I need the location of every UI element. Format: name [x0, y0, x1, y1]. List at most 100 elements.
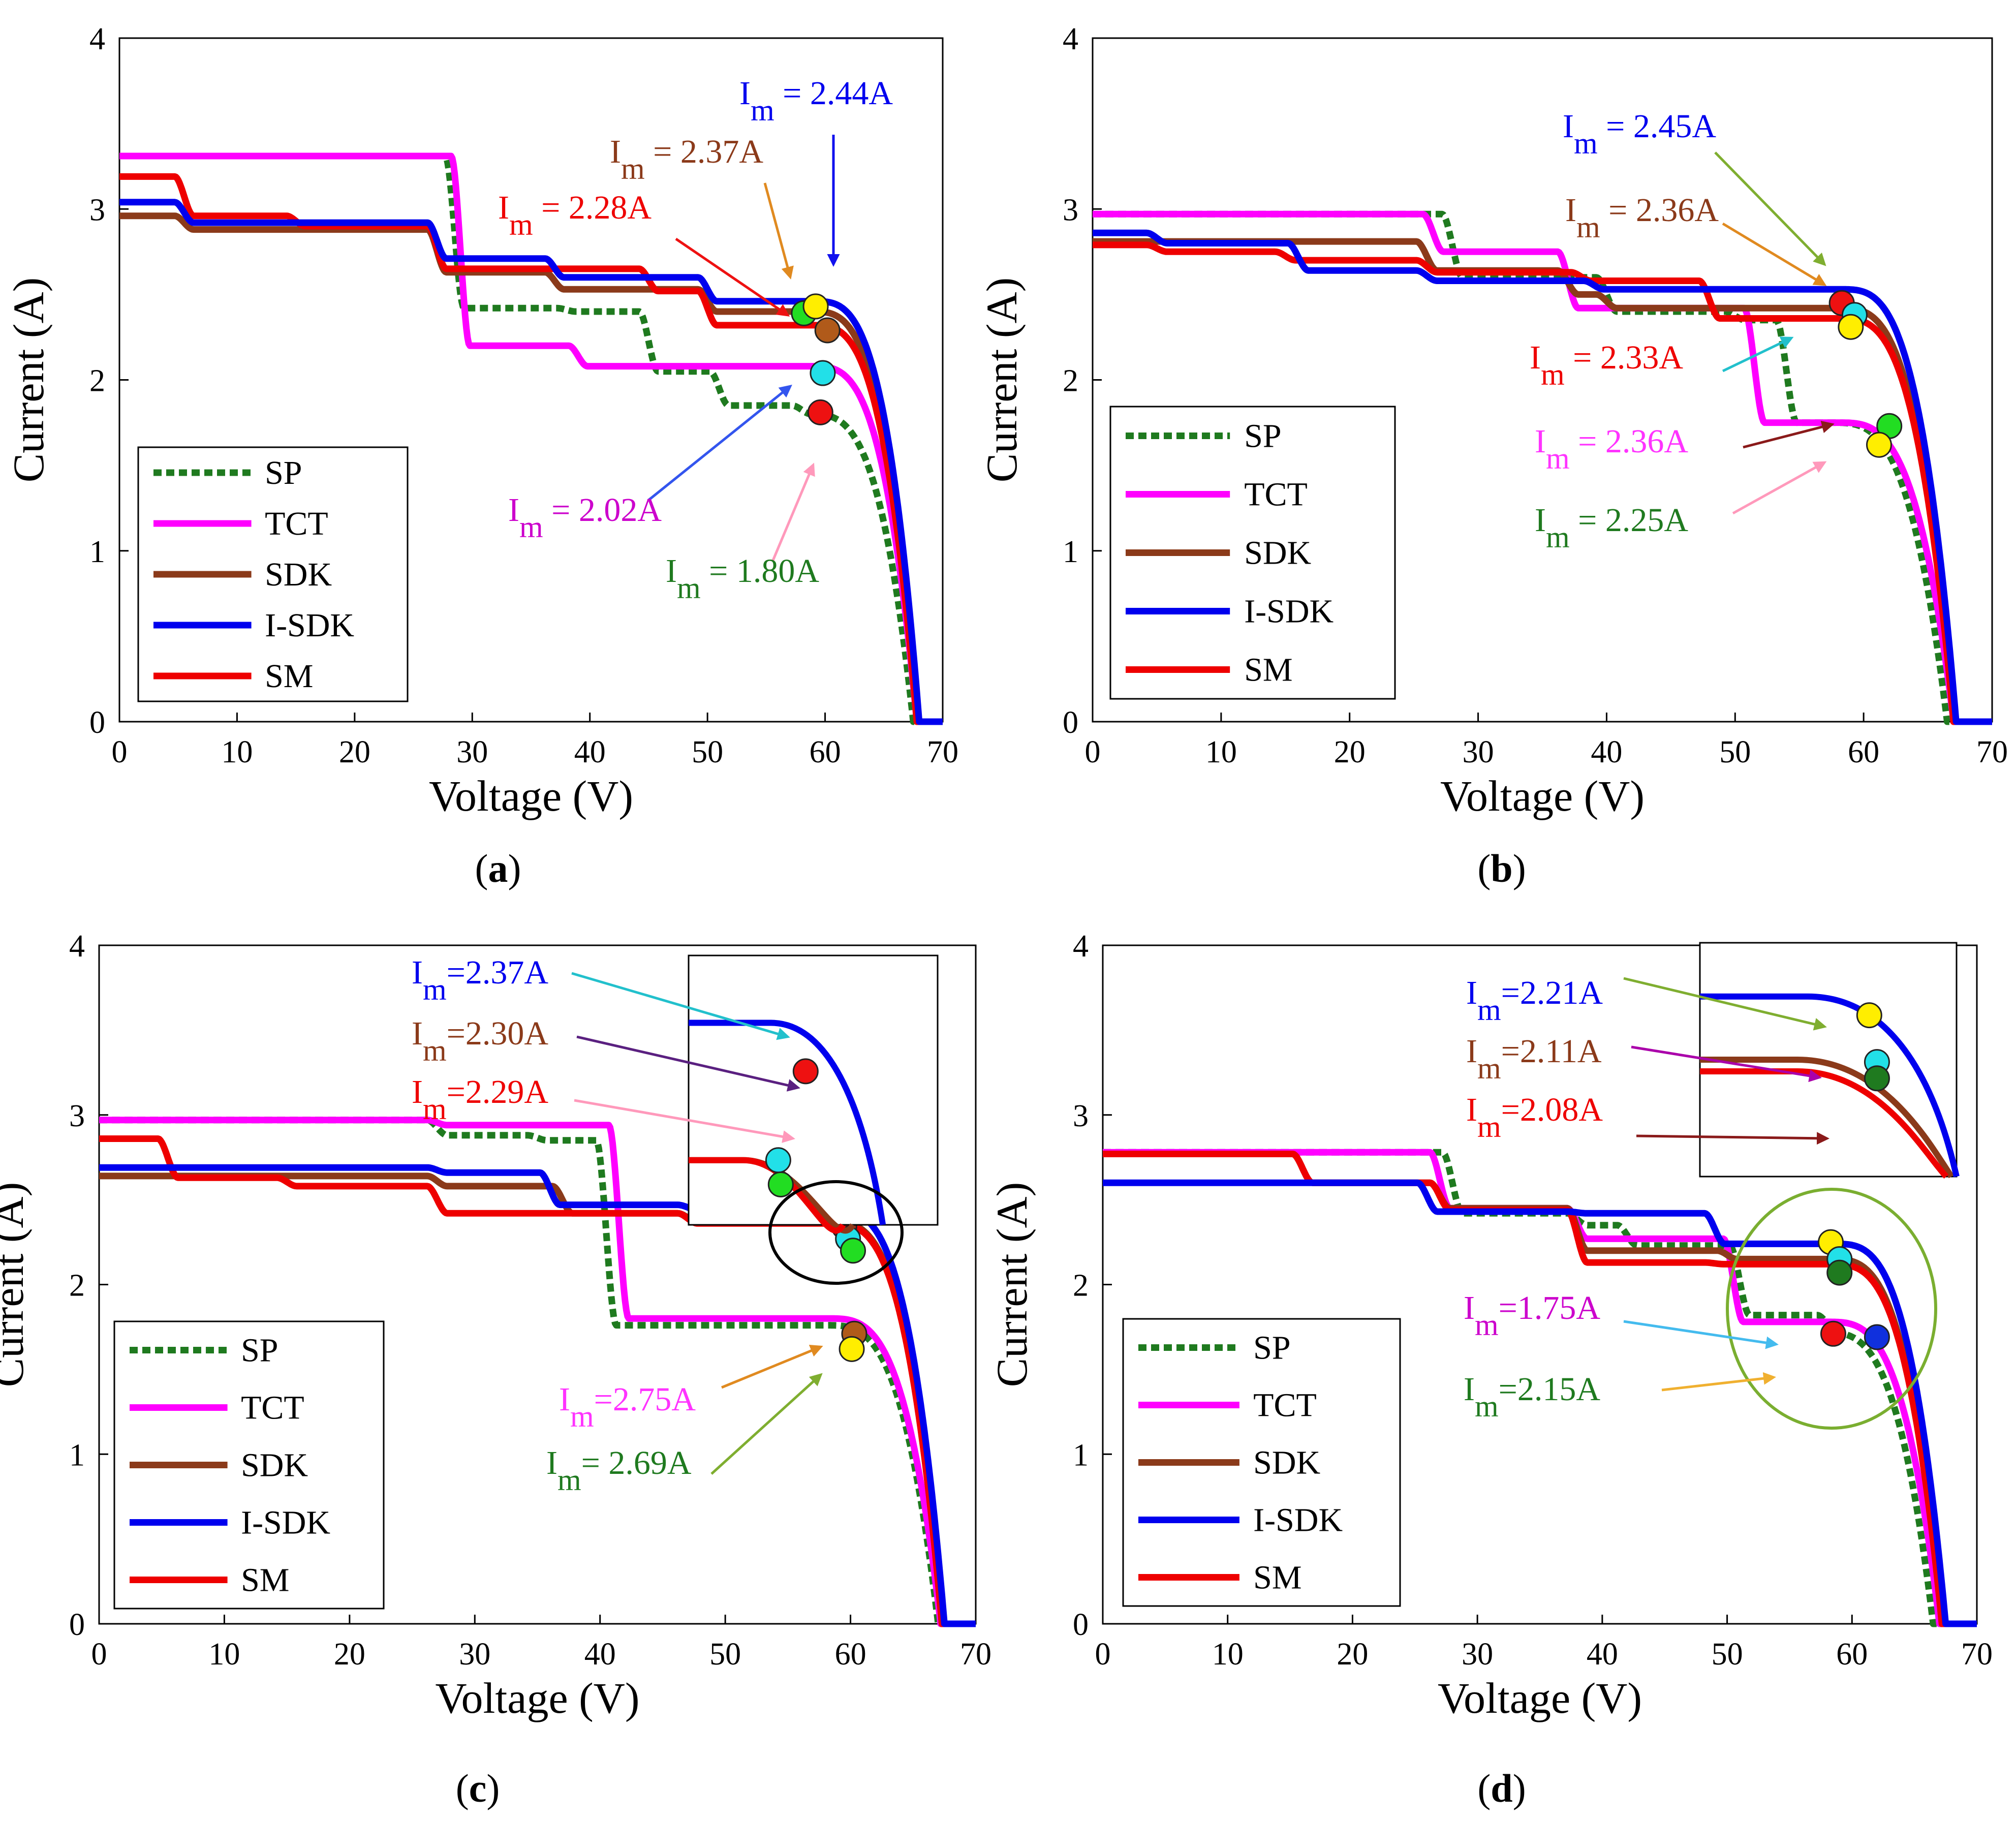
annotation-label: Im=2.29A	[412, 1073, 548, 1126]
y-tick-label: 4	[69, 929, 85, 964]
y-tick-label: 2	[89, 364, 105, 398]
x-tick-label: 10	[208, 1637, 240, 1672]
annotation-subscript: m	[1477, 1110, 1501, 1144]
annotation-value: = 2.36A	[1600, 192, 1719, 229]
legend: SP TCT SDK I-SDK SM	[1122, 1318, 1401, 1607]
annotation-arrow	[1722, 222, 1827, 286]
annotation-subscript: m	[1574, 127, 1598, 160]
annotation-label: Im = 2.28A	[498, 189, 652, 241]
inset-curve	[689, 1020, 886, 1225]
caption-paren: )	[1513, 846, 1526, 890]
series-line-sm	[1091, 241, 1992, 725]
x-tick-label: 50	[692, 735, 723, 769]
annotation-arrow	[1631, 1045, 1822, 1083]
series-line-i-sdk	[1101, 1179, 1977, 1627]
legend: SP TCT SDK I-SDK SM	[1109, 406, 1396, 700]
panel-caption: (b)	[1477, 846, 1526, 890]
annotation-value: = 2.02A	[543, 491, 662, 529]
annotation-subscript: m	[519, 510, 543, 544]
caption-paren: )	[486, 1766, 500, 1810]
mpp-marker	[839, 1336, 865, 1362]
chart-panel-d: 0 10 20 30 40 50 60 70 0 1 2 3 4 Voltage (V) Current (…	[987, 929, 1993, 1810]
annotation-label: Im = 2.02A	[508, 491, 662, 544]
annotation-symbol: I	[412, 1015, 423, 1052]
annotation-subscript: m	[1475, 1308, 1499, 1342]
annotation-label: Im=1.75A	[1464, 1289, 1600, 1342]
annotation-arrow	[647, 384, 792, 502]
annotation-value: =2.37A	[447, 954, 549, 991]
y-tick-label: 3	[1063, 193, 1078, 227]
annotation-arrow	[1636, 1132, 1829, 1145]
chart-panel-c: 0 10 20 30 40 50 60 70 0 1 2 3 4 Voltage (V) Current (…	[0, 929, 991, 1810]
x-tick-label: 0	[91, 1637, 107, 1672]
legend-label-tct: TCT	[1244, 476, 1308, 513]
x-tick-label: 30	[1462, 1637, 1493, 1672]
annotation-value: =2.11A	[1501, 1033, 1602, 1070]
annotation-subscript: m	[1576, 210, 1600, 244]
inset-marker	[792, 1058, 819, 1085]
series-line-i-sdk	[1091, 229, 1992, 725]
legend: SP TCT SDK I-SDK SM	[137, 446, 409, 702]
annotation-value: = 2.28A	[533, 189, 652, 226]
caption-paren: (	[475, 846, 488, 890]
x-tick-label: 70	[1976, 735, 2008, 769]
annotation-value: =2.08A	[1501, 1091, 1603, 1128]
x-tick-label: 60	[810, 735, 841, 769]
annotation-subscript: m	[621, 152, 645, 186]
highlight-ellipse	[1726, 1188, 1937, 1430]
y-tick-label: 2	[69, 1269, 85, 1303]
x-tick-label: 40	[574, 735, 606, 769]
annotation-arrow	[771, 462, 815, 562]
annotation-symbol: I	[1530, 339, 1541, 376]
annotation-symbol: I	[546, 1444, 557, 1482]
annotation-subscript: m	[1477, 1052, 1501, 1085]
x-tick-label: 10	[1205, 735, 1237, 769]
x-tick-label: 20	[334, 1637, 365, 1672]
annotation-value: = 2.36A	[1570, 423, 1689, 460]
x-tick-label: 70	[927, 735, 958, 769]
annotation-subscript: m	[423, 973, 447, 1006]
annotation-arrow	[1623, 977, 1827, 1031]
mpp-marker	[810, 360, 836, 386]
annotation-label: Im=2.37A	[412, 954, 548, 1006]
legend-label-tct: TCT	[1253, 1387, 1317, 1424]
annotation-subscript: m	[423, 1092, 447, 1126]
annotation-symbol: I	[498, 189, 509, 226]
legend-label-i-sdk: I-SDK	[241, 1504, 330, 1541]
annotation-subscript: m	[423, 1034, 447, 1067]
x-tick-label: 10	[1212, 1637, 1244, 1672]
series-line-tct	[1091, 210, 1992, 725]
x-tick-label: 60	[1848, 735, 1879, 769]
annotation-symbol: I	[1535, 502, 1546, 539]
annotation-value: =2.15A	[1499, 1371, 1601, 1408]
zoom-inset	[688, 954, 939, 1234]
annotation-subscript: m	[557, 1463, 581, 1497]
panel-caption: (d)	[1477, 1766, 1526, 1810]
annotation-symbol: I	[1535, 423, 1546, 460]
annotation-symbol: I	[1466, 1033, 1477, 1070]
panel-caption: (c)	[456, 1766, 500, 1810]
legend-label-sm: SM	[265, 658, 313, 695]
caption-letter: c	[469, 1766, 487, 1810]
annotation-arrow	[721, 1345, 823, 1389]
x-tick-label: 30	[456, 735, 488, 769]
x-tick-label: 50	[1719, 735, 1751, 769]
caption-letter: b	[1491, 846, 1512, 890]
mpp-marker	[807, 399, 833, 425]
annotation-symbol: I	[610, 133, 621, 170]
annotation-label: Im = 2.25A	[1535, 502, 1688, 554]
mpp-marker	[802, 293, 829, 320]
annotation-label: Im=2.15A	[1464, 1371, 1600, 1423]
y-tick-label: 3	[69, 1099, 85, 1133]
annotation-arrow	[1743, 420, 1835, 449]
annotation-label: Im= 2.69A	[546, 1444, 692, 1497]
annotation-arrow	[576, 1035, 800, 1092]
mpp-marker	[1864, 1324, 1890, 1350]
y-tick-label: 3	[1073, 1099, 1089, 1133]
y-tick-label: 1	[69, 1438, 85, 1472]
caption-paren: )	[508, 846, 521, 890]
annotation-arrow	[1661, 1372, 1776, 1392]
x-axis-label: Voltage (V)	[435, 1674, 639, 1722]
annotation-subscript: m	[751, 94, 774, 127]
annotation-subscript: m	[1477, 993, 1501, 1027]
